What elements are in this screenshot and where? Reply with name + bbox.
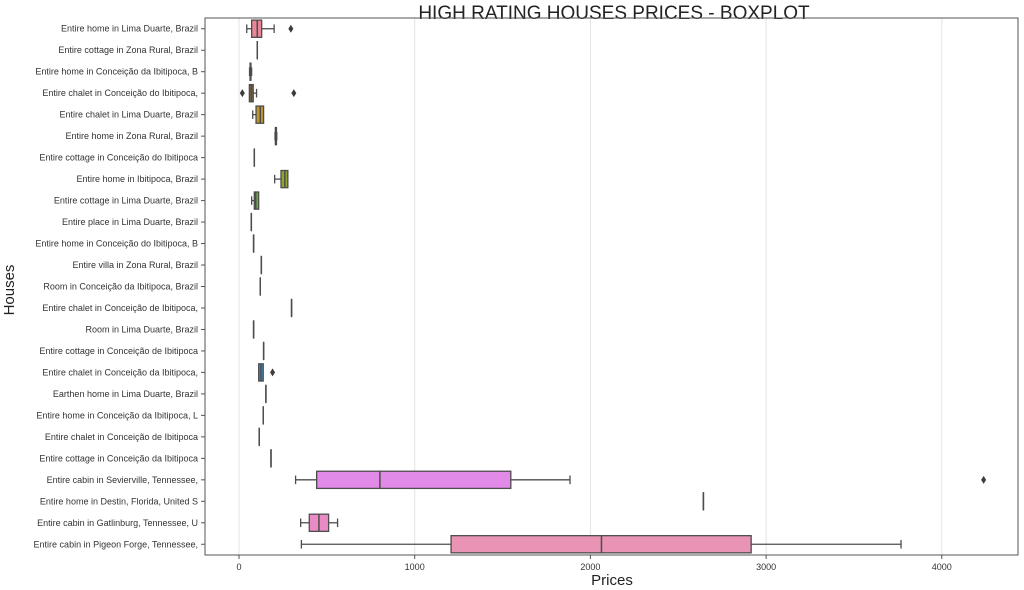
y-tick-label: Entire chalet in Lima Duarte, Brazil: [59, 110, 198, 120]
y-tick-label: Entire chalet in Conceição de Ibitipoca,: [42, 303, 198, 313]
x-tick-label: 1000: [405, 562, 425, 572]
y-axis-label: Houses: [1, 265, 18, 316]
chart-title: HIGH RATING HOUSES PRICES - BOXPLOT: [418, 3, 810, 24]
y-tick-label: Entire home in Destin, Florida, United S: [40, 496, 198, 506]
outlier-point: [239, 89, 245, 98]
x-tick-label: 3000: [756, 562, 776, 572]
box: [253, 191, 260, 210]
y-tick-label: Entire chalet in Conceição de Ibitipoca: [45, 432, 198, 442]
box-row: [274, 169, 289, 189]
y-tick-label: Room in Lima Duarte, Brazil: [85, 324, 198, 334]
y-tick-label: Entire cottage in Conceição da Ibitipoca: [39, 453, 198, 463]
x-axis-label: Prices: [591, 572, 633, 589]
y-tick-label: Entire home in Zona Rural, Brazil: [65, 131, 198, 141]
x-tick-label: 2000: [580, 562, 600, 572]
box-row: [300, 535, 902, 554]
y-tick-label: Entire cabin in Sevierville, Tennessee,: [47, 475, 198, 485]
axes: 0 1000 2000 3000 4000 Entire home in Lima Dua…: [34, 17, 1019, 572]
box-row: [258, 363, 276, 382]
box-row: [239, 83, 297, 103]
y-tick-label: Entire home in Ibitipoca, Brazil: [76, 174, 198, 184]
y-tick-label: Room in Conceição da Ibitipoca, Brazil: [43, 282, 198, 292]
box-row: [300, 513, 339, 533]
box-row: [274, 126, 278, 146]
y-tick-label: Entire cottage in Zona Rural, Brazil: [58, 45, 198, 55]
y-tick-label: Entire home in Conceição da Ibitipoca, L: [36, 410, 198, 420]
x-tick-label: 4000: [932, 562, 952, 572]
y-tick-label: Entire villa in Zona Rural, Brazil: [72, 260, 198, 270]
box-row: [246, 19, 294, 38]
y-tick-label: Entire chalet in Conceição da Ibitipoca,: [42, 367, 198, 377]
outlier-point: [291, 89, 297, 98]
x-tick-label: 0: [236, 562, 241, 572]
y-tick-label: Entire cottage in Conceição de Ibitipoca: [39, 346, 198, 356]
y-tick-label: Entire cottage in Lima Duarte, Brazil: [54, 196, 198, 206]
plot-marks: [239, 19, 987, 554]
y-tick-label: Entire cottage in Conceição do Ibitipoca: [39, 153, 198, 163]
y-tick-label: Entire cabin in Gatlinburg, Tennessee, U: [37, 518, 198, 528]
box: [316, 470, 512, 490]
box-row: [251, 191, 260, 210]
y-tick-label: Earthen home in Lima Duarte, Brazil: [53, 389, 198, 399]
y-tick-label: Entire cabin in Pigeon Forge, Tennessee,: [34, 539, 198, 549]
outlier-point: [981, 475, 987, 484]
box-row: [248, 62, 253, 81]
grid: [238, 18, 943, 555]
box-row: [294, 470, 987, 490]
y-tick-label: Entire chalet in Conceição do Ibitipoca,: [42, 88, 198, 98]
y-tick-label: Entire home in Conceição do Ibitipoca, B: [35, 239, 198, 249]
outlier-point: [288, 24, 294, 33]
y-tick-label: Entire home in Conceição da Ibitipoca, B: [35, 67, 198, 77]
box-row: [252, 105, 265, 124]
y-tick-label: Entire place in Lima Duarte, Brazil: [62, 217, 198, 227]
outlier-point: [270, 368, 276, 377]
y-tick-label: Entire home in Lima Duarte, Brazil: [61, 24, 198, 34]
